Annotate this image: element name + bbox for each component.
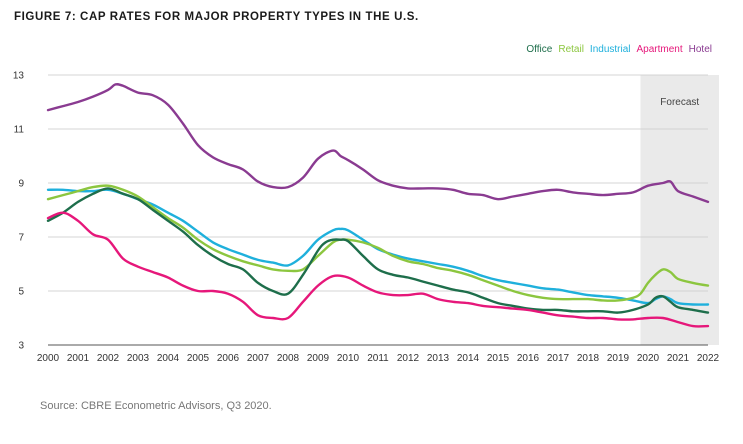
x-tick-label: 2013	[427, 353, 450, 364]
y-tick-label: 9	[18, 179, 24, 190]
x-tick-label: 2011	[367, 353, 389, 364]
y-tick-label: 13	[13, 71, 25, 82]
x-tick-label: 2012	[397, 353, 420, 364]
x-tick-label: 2017	[547, 353, 570, 364]
series-line-apartment	[46, 211, 710, 328]
y-tick-label: 7	[18, 233, 24, 244]
x-tick-label: 2019	[607, 353, 630, 364]
x-tick-label: 2015	[487, 353, 510, 364]
legend-item-industrial: Industrial	[590, 44, 631, 55]
x-tick-label: 2008	[277, 353, 300, 364]
series-line-retail	[46, 184, 710, 302]
y-tick-label: 11	[14, 125, 25, 136]
forecast-label: Forecast	[660, 97, 699, 108]
source-note: Source: CBRE Econometric Advisors, Q3 20…	[40, 400, 272, 412]
x-tick-label: 2010	[337, 353, 360, 364]
figure-title: FIGURE 7: CAP RATES FOR MAJOR PROPERTY T…	[14, 11, 419, 23]
cap-rate-chart: Forecast 3 5 7 9 11 13 2000 2001 2002 2003 2004 20…	[13, 44, 720, 364]
x-tick-label: 2021	[667, 353, 690, 364]
x-tick-label: 2003	[127, 353, 150, 364]
x-tick-label: 2004	[157, 353, 180, 364]
legend-item-hotel: Hotel	[689, 44, 712, 55]
x-tick-label: 2016	[517, 353, 540, 364]
legend-item-office: Office	[526, 44, 552, 55]
x-tick-label: 2020	[637, 353, 660, 364]
y-tick-label: 5	[18, 287, 24, 298]
x-tick-label: 2002	[97, 353, 120, 364]
x-tick-label: 2007	[247, 353, 270, 364]
x-tick-label: 2018	[577, 353, 600, 364]
x-tick-label: 2005	[187, 353, 210, 364]
x-tick-label: 2009	[307, 353, 330, 364]
y-tick-label: 3	[18, 341, 24, 352]
x-tick-label: 2006	[217, 353, 240, 364]
x-tick-label: 2000	[37, 353, 60, 364]
x-tick-label: 2022	[697, 353, 720, 364]
legend-item-retail: Retail	[558, 44, 584, 55]
series-line-office	[46, 187, 710, 314]
legend-item-apartment: Apartment	[637, 44, 683, 55]
x-tick-label: 2001	[67, 353, 90, 364]
series-line-hotel	[46, 82, 710, 204]
x-tick-label: 2014	[457, 353, 480, 364]
